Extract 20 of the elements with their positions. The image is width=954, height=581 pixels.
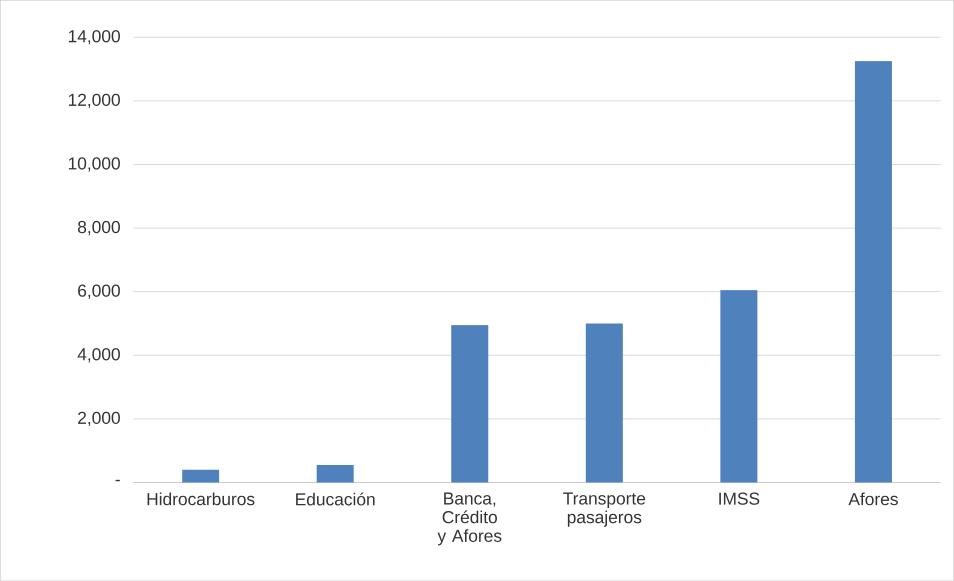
x-tick-label: Transporte pasajeros [563,492,646,527]
x-tick-label: IMSS [719,492,760,505]
y-tick-label: 2,000 [78,412,120,426]
y-tick-label: 6,000 [78,284,120,299]
bar [451,325,488,483]
y-tick-label: 8,000 [78,221,120,236]
bar [586,324,623,483]
y-tick-label: 4,000 [78,348,120,363]
x-tick-label: Educación [296,492,375,506]
x-tick-label: Afores [848,492,898,506]
x-tick-label: Hidrocarburos [148,492,254,506]
y-tick-label: 14,000 [68,30,120,45]
bar [316,465,354,483]
y-tick-label: 10,000 [68,157,120,172]
x-tick-label: Banca, Crédito y Afores [438,492,502,546]
bar [720,290,758,483]
bar [854,61,892,483]
y-tick-label: 12,000 [68,94,120,108]
bar [182,470,220,483]
y-tick-label: - [116,480,120,482]
